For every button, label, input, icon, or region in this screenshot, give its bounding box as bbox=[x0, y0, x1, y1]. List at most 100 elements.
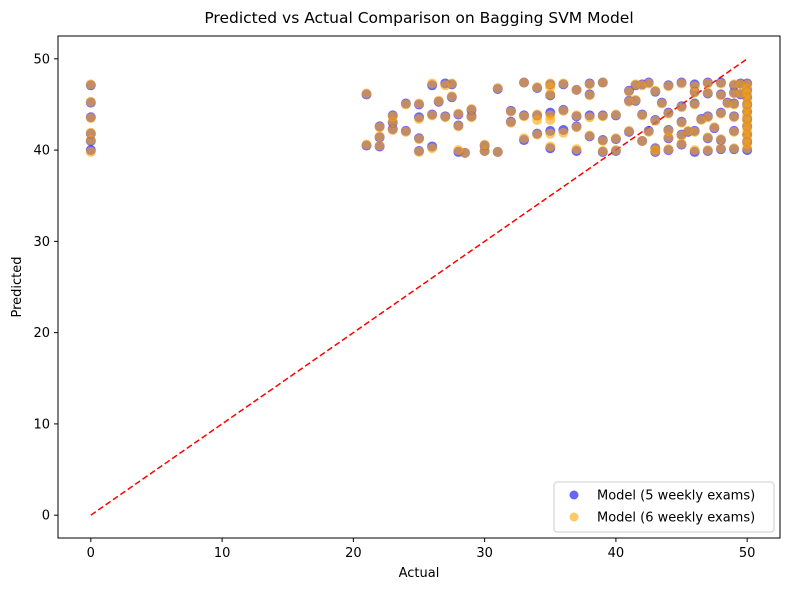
scatter-point bbox=[440, 112, 451, 123]
scatter-point bbox=[571, 144, 582, 155]
scatter-point bbox=[742, 143, 753, 154]
scatter-point bbox=[610, 133, 621, 144]
scatter-point bbox=[85, 79, 96, 90]
scatter-point bbox=[729, 143, 740, 154]
scatter-point bbox=[545, 141, 556, 152]
scatter-point bbox=[479, 146, 490, 157]
scatter-point bbox=[374, 131, 385, 142]
scatter-point bbox=[702, 132, 713, 143]
scatter-point bbox=[597, 146, 608, 157]
scatter-point bbox=[374, 140, 385, 151]
scatter-point bbox=[427, 78, 438, 89]
scatter-point bbox=[85, 146, 96, 157]
scatter-point bbox=[715, 143, 726, 154]
scatter-point bbox=[571, 110, 582, 121]
scatter-point bbox=[414, 98, 424, 109]
scatter-point bbox=[709, 122, 720, 133]
scatter-point bbox=[676, 102, 687, 113]
x-tick-label: 0 bbox=[87, 546, 95, 561]
scatter-point bbox=[427, 110, 438, 121]
x-axis-label: Actual bbox=[399, 566, 440, 581]
scatter-point bbox=[584, 130, 595, 141]
scatter-point bbox=[532, 82, 543, 93]
scatter-point bbox=[610, 145, 621, 156]
scatter-point bbox=[519, 77, 530, 88]
scatter-point bbox=[597, 135, 608, 146]
plot-area bbox=[57, 35, 781, 539]
legend-marker-5-weekly bbox=[569, 490, 579, 500]
scatter-point bbox=[453, 108, 464, 119]
scatter-point bbox=[702, 78, 713, 89]
scatter-point bbox=[414, 146, 424, 157]
scatter-point bbox=[715, 78, 726, 89]
x-tick-label: 20 bbox=[345, 546, 362, 561]
scatter-point bbox=[650, 146, 661, 157]
scatter-point bbox=[427, 143, 438, 154]
scatter-point bbox=[689, 126, 700, 137]
scatter-point bbox=[492, 83, 503, 94]
scatter-point bbox=[689, 87, 700, 98]
scatter-point bbox=[584, 112, 595, 123]
legend: Model (5 weekly exams) Model (6 weekly e… bbox=[553, 481, 775, 533]
scatter-point bbox=[571, 84, 582, 95]
scatter-point bbox=[505, 106, 516, 117]
chart-title: Predicted vs Actual Comparison on Baggin… bbox=[204, 9, 633, 27]
scatter-point bbox=[387, 111, 398, 122]
scatter-point bbox=[433, 95, 444, 106]
scatter-point bbox=[558, 78, 569, 89]
scatter-point bbox=[545, 128, 556, 139]
scatter-point bbox=[637, 110, 648, 121]
scatter-point bbox=[597, 111, 608, 122]
scatter-point bbox=[545, 89, 556, 100]
scatter-point bbox=[637, 135, 648, 146]
scatter-point bbox=[610, 109, 621, 120]
scatter-point bbox=[702, 87, 713, 98]
scatter-point bbox=[689, 99, 700, 110]
scatter-point bbox=[643, 126, 654, 137]
scatter-point bbox=[650, 85, 661, 96]
scatter-point bbox=[466, 112, 477, 123]
scatter-point bbox=[663, 144, 674, 155]
y-tick-label: 30 bbox=[33, 235, 50, 250]
y-tick-label: 40 bbox=[33, 144, 50, 159]
x-tick-label: 10 bbox=[214, 546, 231, 561]
scatter-point bbox=[729, 99, 740, 110]
scatter-point bbox=[532, 129, 543, 140]
scatter-point bbox=[414, 114, 424, 125]
scatter-point bbox=[414, 134, 424, 145]
scatter-point bbox=[630, 94, 641, 105]
y-tick-label: 10 bbox=[33, 417, 50, 432]
scatter-point bbox=[453, 121, 464, 132]
scatter-point bbox=[374, 122, 385, 133]
y-tick-label: 0 bbox=[42, 509, 50, 524]
scatter-point bbox=[643, 78, 654, 89]
scatter-point bbox=[729, 126, 740, 137]
legend-label-6-weekly: Model (6 weekly exams) bbox=[597, 511, 755, 526]
y-tick-label: 50 bbox=[33, 52, 50, 67]
scatter-point bbox=[400, 99, 411, 110]
scatter-point bbox=[584, 79, 595, 90]
scatter-point bbox=[715, 108, 726, 119]
scatter-point bbox=[361, 139, 372, 150]
scatter-point bbox=[85, 96, 96, 107]
scatter-point bbox=[545, 82, 556, 93]
legend-box bbox=[553, 481, 775, 533]
scatter-point bbox=[85, 135, 96, 146]
scatter-point bbox=[624, 86, 635, 97]
scatter-point bbox=[676, 117, 687, 128]
legend-label-5-weekly: Model (5 weekly exams) bbox=[597, 489, 755, 504]
x-axis: 0 10 20 30 40 50 bbox=[87, 538, 755, 561]
scatter-point bbox=[558, 127, 569, 138]
y-axis: 0 10 20 30 40 50 bbox=[33, 52, 58, 524]
scatter-point bbox=[492, 146, 503, 157]
scatter-point bbox=[729, 112, 740, 123]
scatter-point bbox=[400, 126, 411, 137]
scatter-point bbox=[505, 117, 516, 128]
scatter-point bbox=[519, 133, 530, 144]
scatter-point bbox=[558, 105, 569, 116]
scatter-point bbox=[361, 88, 372, 99]
scatter-point bbox=[676, 78, 687, 89]
scatter-point bbox=[584, 90, 595, 101]
scatter-point bbox=[656, 98, 667, 109]
